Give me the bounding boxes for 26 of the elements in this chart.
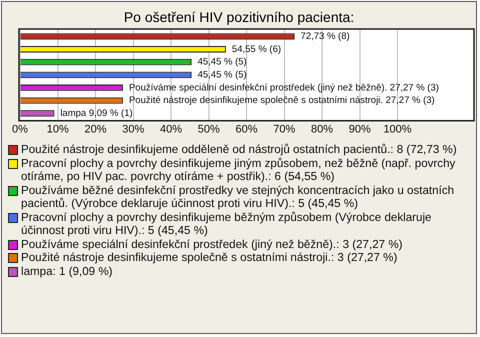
legend-label: Používáme speciální desinfekční prostředek (jiný než běžně).: 3 (27,27 %)	[21, 238, 403, 251]
legend-label: Použité nástroje desinfikujeme odděleně od nástrojů ostatních pacientů.: 8 (72,73 %)	[21, 143, 457, 156]
legend-label: Používáme běžné desinfekční prostředky ve stejných koncentracích jako u ostatních pacientů. (Výrobce deklaruje účinnost proti viru HIV).: 5 (45,45 %)	[21, 184, 456, 210]
x-tick-label: 50%	[198, 123, 220, 136]
x-tick-label: 30%	[122, 123, 144, 136]
chart-title: Po ošetření HIV pozitivního pacienta:	[122, 9, 356, 27]
legend-label: Použité nástroje desinfikujeme společně s ostatními nástroji.: 3 (27,27 %)	[21, 251, 398, 264]
x-tick-label: 0%	[12, 123, 28, 136]
x-tick-label: 70%	[273, 123, 296, 136]
x-tick-label: 10%	[46, 123, 69, 136]
legend-label: lampa: 1 (9,09 %)	[21, 264, 113, 278]
x-tick-label: 60%	[235, 123, 258, 136]
data-label: 72,73 % (8)	[300, 31, 350, 42]
data-label: Použité nástroje desinfikujeme společně s ostatními nástroji. 27,27 % (3)	[128, 95, 435, 106]
x-tick-label: 40%	[160, 123, 182, 136]
legend-label: Pracovní plochy a povrchy desinfikujeme jiným způsobem, než běžně (např. povrchy otíráme, po HIV pac. povrchy otíráme + postřik).: 6 (54,55 %)	[21, 156, 456, 184]
data-label: 54,55 % (6)	[232, 44, 282, 55]
data-label: 45,45 % (5)	[198, 56, 247, 68]
data-label: Používáme speciální desinfekční prostředek (jiný než běžně). 27,27 % (3)	[128, 82, 439, 94]
legend-label: Pracovní plochy a povrchy desinfikujeme běžným způsobem (Výrobce deklaruje účinnost proti viru HIV).: 5 (45,45 %)	[21, 210, 432, 238]
x-tick-label: 90%	[348, 123, 371, 136]
x-tick-label: 100%	[383, 123, 412, 136]
data-label: lampa 9,09 % (1)	[60, 108, 133, 120]
x-tick-label: 20%	[84, 123, 107, 136]
data-label: 45,45 % (5)	[198, 70, 247, 81]
x-tick-label: 80%	[310, 123, 334, 136]
